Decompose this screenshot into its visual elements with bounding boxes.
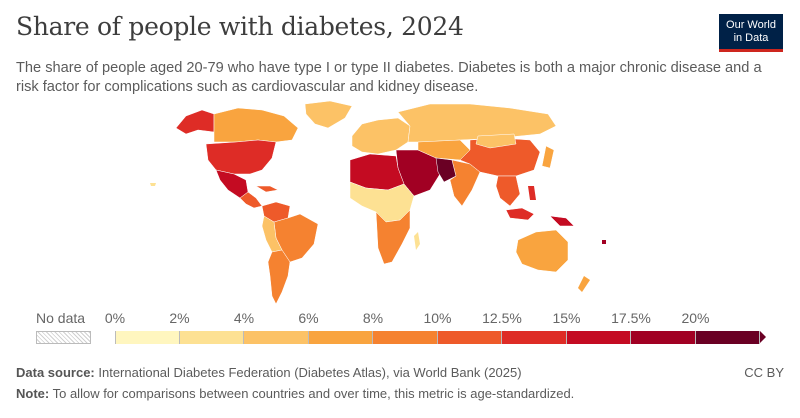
region-pakistan[interactable]	[435, 157, 457, 183]
region-indonesia[interactable]	[505, 207, 535, 221]
legend-tick-label: 4%	[233, 310, 255, 326]
note-label: Note:	[16, 386, 50, 401]
source-text[interactable]: International Diabetes Federation (Diabe…	[98, 365, 522, 380]
region-alaska[interactable]	[175, 109, 215, 135]
legend-color-bin[interactable]	[502, 331, 567, 344]
region-argentina[interactable]	[267, 249, 291, 305]
license-link[interactable]: CC BY	[744, 365, 784, 380]
data-source: Data source: International Diabetes Fede…	[16, 365, 522, 380]
legend-tick-label: 0%	[104, 310, 126, 326]
legend-tick-label: 2%	[169, 310, 190, 326]
owid-logo[interactable]: Our World in Data	[719, 14, 783, 52]
legend-arrow	[760, 331, 766, 343]
no-data-label: No data	[36, 310, 86, 326]
legend-color-bin[interactable]	[695, 331, 760, 344]
region-madagascar[interactable]	[414, 232, 420, 250]
region-hawaii[interactable]	[150, 183, 156, 186]
legend-tick-label: 12.5%	[482, 310, 522, 326]
logo-line-2: in Data	[733, 31, 769, 44]
region-japan[interactable]	[541, 145, 555, 169]
legend-color-bin[interactable]	[437, 331, 502, 344]
legend-color-bin[interactable]	[308, 331, 373, 344]
legend-color-bin[interactable]	[244, 331, 309, 344]
legend-tick-label: 20%	[681, 310, 710, 326]
legend-tick-label: 6%	[298, 310, 319, 326]
region-caribbean[interactable]	[255, 185, 279, 193]
logo-line-1: Our World	[726, 18, 776, 31]
region-new-zealand[interactable]	[578, 276, 590, 292]
chart-note: Note: To allow for comparisons between c…	[16, 386, 574, 401]
region-north-africa[interactable]	[349, 153, 405, 191]
region-canada[interactable]	[213, 107, 299, 143]
note-text: To allow for comparisons between countri…	[52, 386, 575, 401]
region-australia[interactable]	[515, 229, 569, 273]
region-mongolia[interactable]	[475, 133, 517, 149]
region-papua-new-guinea[interactable]	[549, 215, 575, 227]
chart-subtitle: The share of people aged 20-79 who have …	[16, 60, 762, 95]
legend-color-bin[interactable]	[566, 331, 631, 344]
chart-title: Share of people with diabetes, 2024	[16, 12, 464, 41]
legend-color-bin[interactable]	[179, 331, 244, 344]
legend-color-bin[interactable]	[631, 331, 696, 344]
legend-tick-label: 10%	[423, 310, 452, 326]
no-data-swatch[interactable]	[36, 331, 91, 344]
region-pacific-islands[interactable]	[602, 240, 606, 244]
region-southeast-asia[interactable]	[495, 175, 521, 207]
legend-tick-label: 8%	[362, 310, 384, 326]
legend-color-bin[interactable]	[373, 331, 438, 344]
legend-tick-label: 15%	[552, 310, 581, 326]
region-europe[interactable]	[351, 117, 411, 155]
region-russia[interactable]	[397, 103, 557, 143]
region-southern-africa[interactable]	[375, 209, 411, 265]
legend-color-bin[interactable]	[115, 331, 180, 344]
color-legend: No data 0% 2% 4% 6% 8% 10% 12.5% 15% 17.5% 20%	[0, 310, 800, 350]
region-united-states[interactable]	[205, 139, 277, 175]
region-greenland[interactable]	[304, 100, 353, 129]
legend-tick-label: 17.5%	[611, 310, 651, 326]
world-map[interactable]	[150, 100, 620, 310]
region-philippines[interactable]	[528, 186, 536, 200]
source-label: Data source:	[16, 365, 95, 380]
